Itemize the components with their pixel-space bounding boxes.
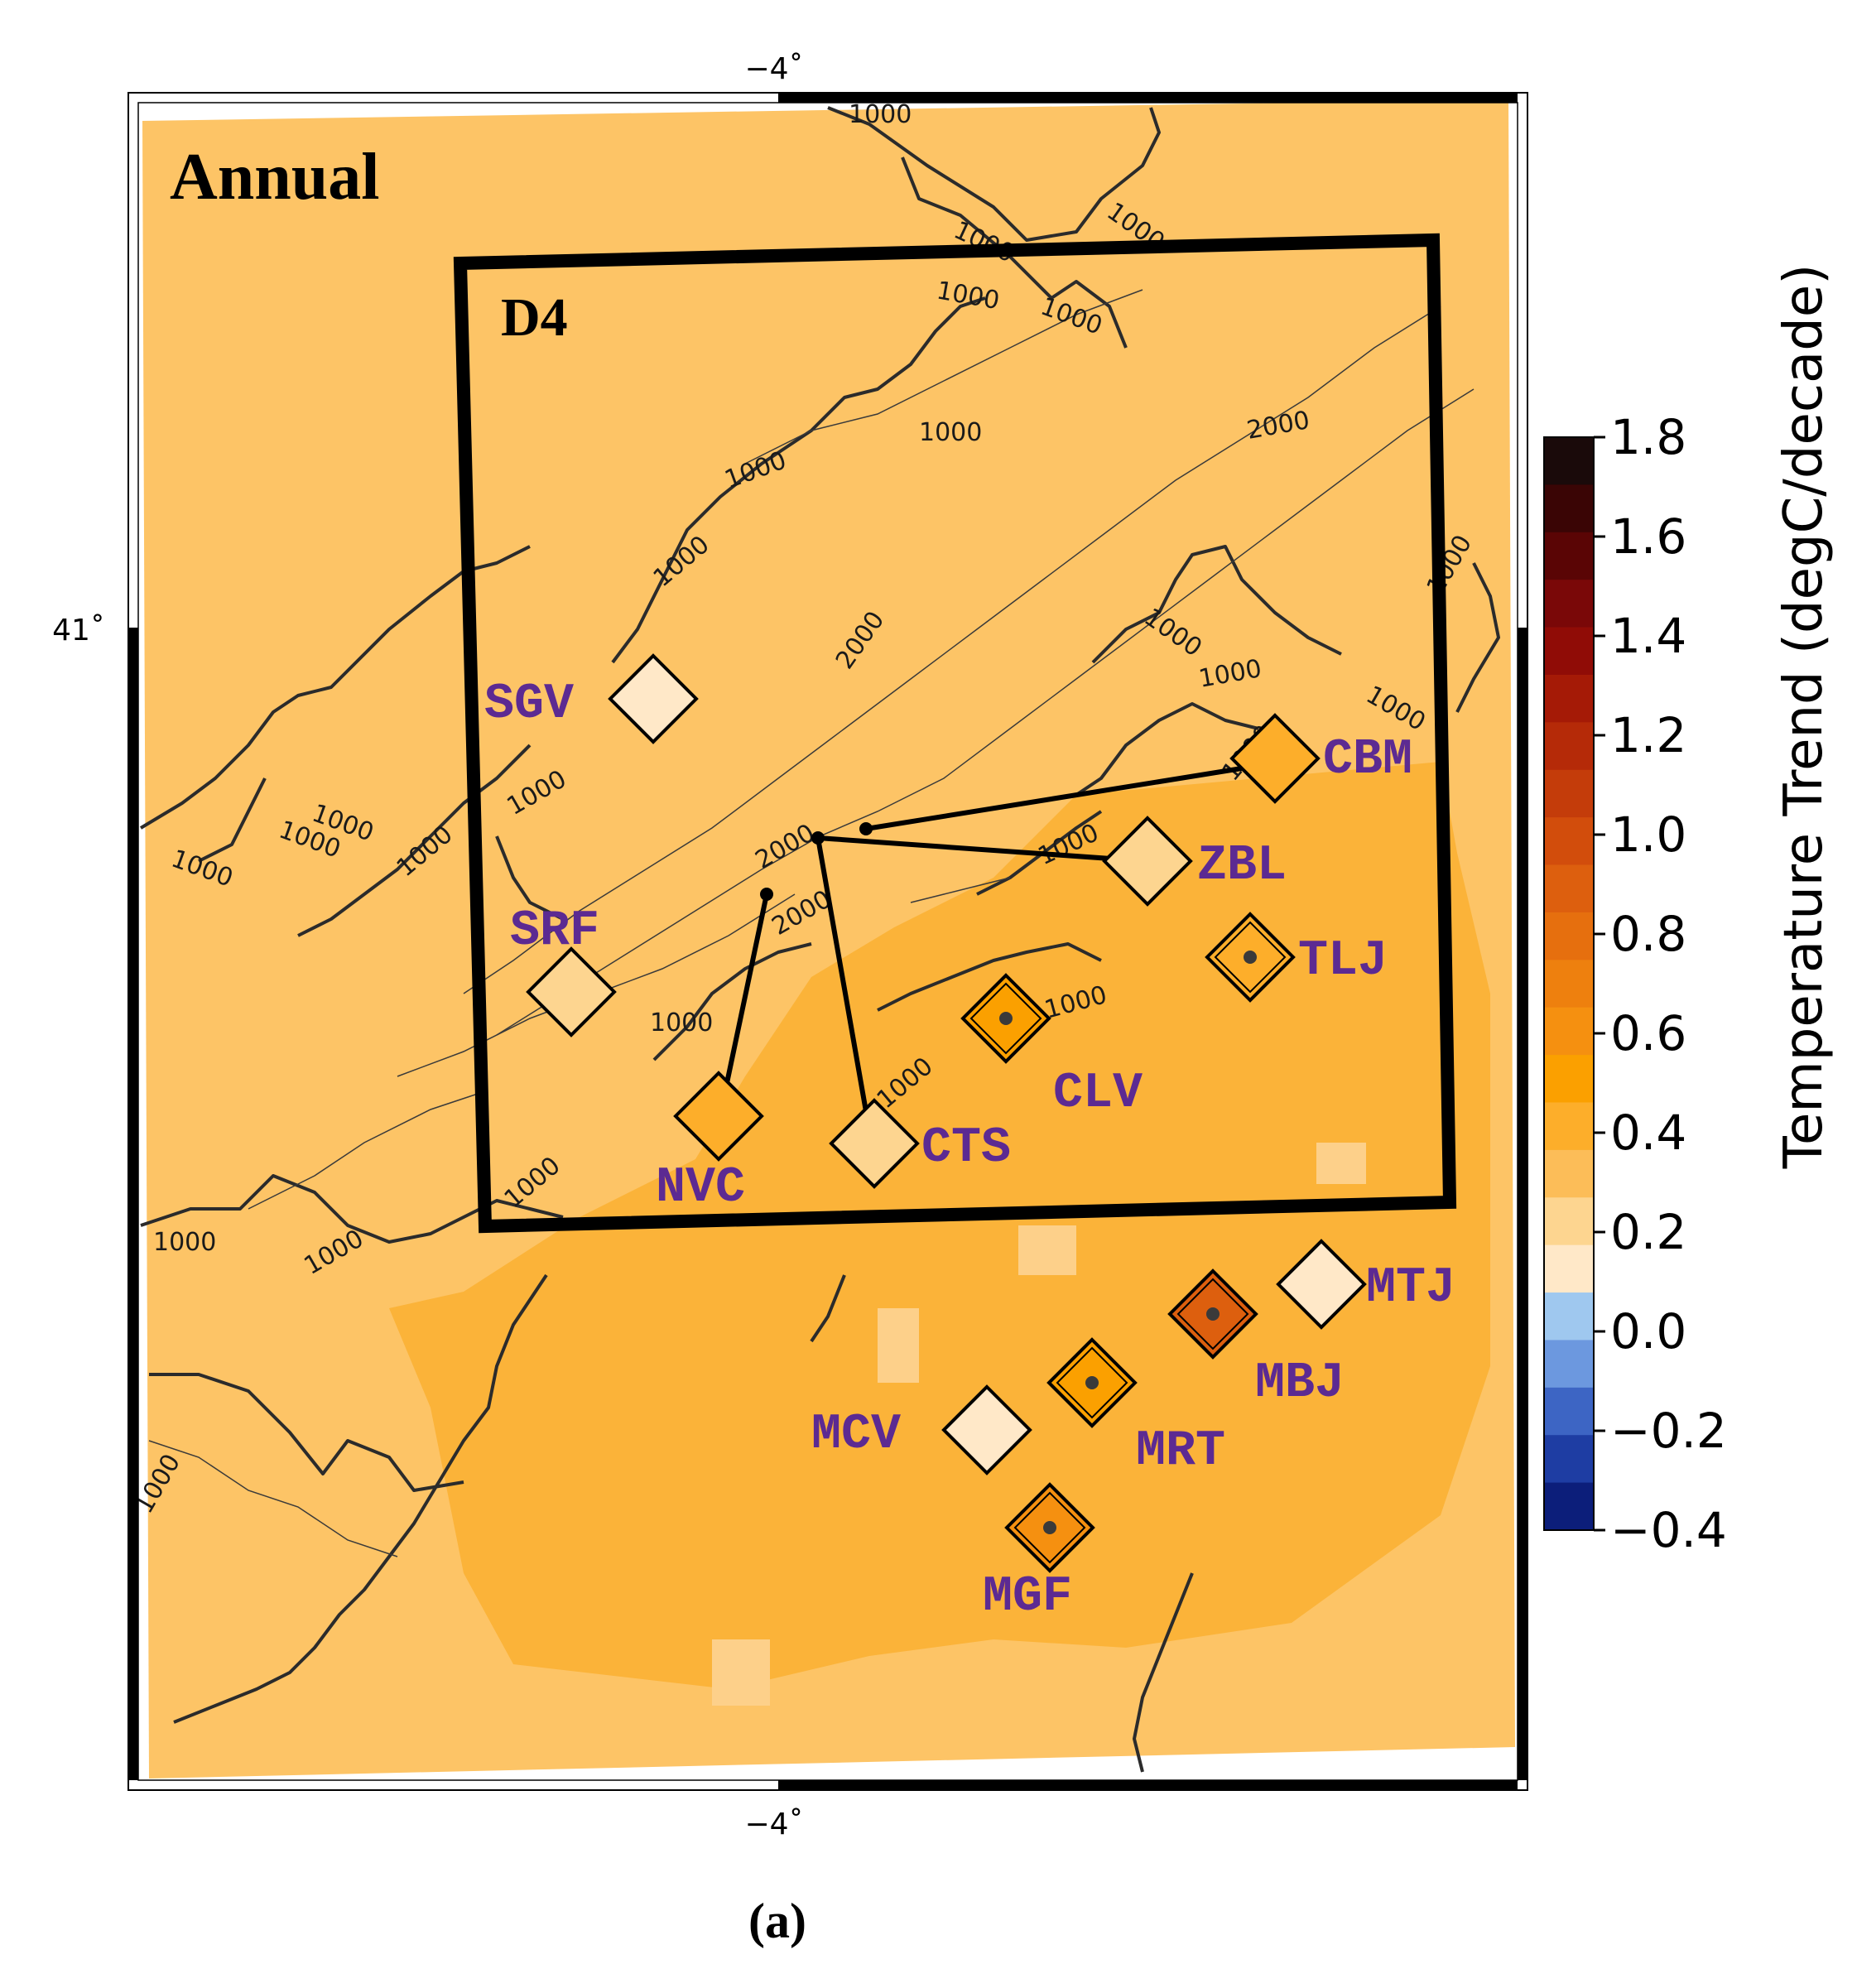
connector-dot <box>859 822 873 835</box>
figure-caption: (a) <box>748 1894 806 1948</box>
colorbar-segment <box>1544 484 1594 533</box>
colorbar-tick-label: 0.0 <box>1610 1303 1686 1360</box>
colorbar-segment <box>1544 722 1594 771</box>
warm-trend-region <box>389 762 1490 1689</box>
station-label-zbl: ZBL <box>1197 838 1287 894</box>
colorbar-segment <box>1544 1055 1594 1103</box>
colorbar-segment <box>1544 1482 1594 1531</box>
station-label-sgv: SGV <box>484 676 574 733</box>
colorbar-tick-label: 0.8 <box>1610 906 1686 962</box>
connector-line <box>724 893 769 1084</box>
station-marker-sgv <box>608 653 699 744</box>
station-label-srf: SRF <box>510 903 599 960</box>
colorbar-segment <box>1544 1387 1594 1436</box>
colorbar-label: Temperature Trend (degC/decade) <box>1773 264 1835 1169</box>
station-label-clv: CLV <box>1053 1066 1143 1122</box>
station-label-mcv: MCV <box>811 1407 901 1463</box>
colorbar-tick-label: 0.4 <box>1610 1105 1686 1161</box>
station-significance-dot <box>999 1012 1013 1025</box>
station-connectors <box>724 761 1273 1117</box>
colorbar-segment <box>1544 817 1594 866</box>
station-label-tlj: TLJ <box>1298 933 1388 989</box>
colorbar-tick-label: 0.2 <box>1610 1204 1686 1260</box>
colorbar-tick-label: 1.8 <box>1610 409 1686 465</box>
colorbar-tick-label: −0.4 <box>1610 1502 1727 1558</box>
colorbar-segment <box>1544 580 1594 628</box>
station-significance-dot <box>1206 1307 1220 1321</box>
map-panel: 1000 1000 1000 1000 1000 1000 1000 1000 … <box>127 92 1528 1791</box>
station-significance-ring <box>1056 1346 1128 1419</box>
colorbar-segment <box>1544 1102 1594 1151</box>
station-label-mtj: MTJ <box>1366 1260 1455 1317</box>
station-significance-ring <box>1013 1491 1086 1564</box>
lon-tick-top: −4˚ <box>744 52 803 86</box>
station-significance-dot <box>1085 1376 1099 1389</box>
colorbar-segment <box>1544 960 1594 1008</box>
colorbar-segment <box>1544 627 1594 676</box>
station-marker-cts <box>829 1098 920 1189</box>
lon-tick-bottom: −4˚ <box>744 1807 803 1841</box>
colorbar-tick-label: 1.6 <box>1610 508 1686 565</box>
connector-endpoints <box>760 822 873 901</box>
colorbar-tick-label: 1.0 <box>1610 806 1686 863</box>
contour-label: 1000 <box>919 418 982 447</box>
station-marker-srf <box>526 946 617 1037</box>
station-marker-zbl <box>1102 816 1193 907</box>
station-label-mrt: MRT <box>1136 1423 1225 1480</box>
contour-label: 1000 <box>153 1228 216 1257</box>
station-label-nvc: NVC <box>656 1160 745 1216</box>
map-title: Annual <box>170 141 379 214</box>
colorbar-tick-label: −0.2 <box>1610 1403 1727 1459</box>
colorbar-segment <box>1544 674 1594 723</box>
contour-label: 1000 <box>849 100 912 129</box>
colorbar-segment <box>1544 769 1594 818</box>
connector-line <box>815 837 869 1117</box>
contour-label: 1000 <box>650 1008 713 1037</box>
station-marker-nvc <box>673 1071 764 1162</box>
station-significance-dot <box>1244 951 1257 964</box>
station-marker-mtj <box>1276 1239 1367 1330</box>
colorbar-segment <box>1544 532 1594 580</box>
station-marker-cbm <box>1229 713 1321 804</box>
map-frame <box>127 92 1528 1791</box>
station-significance-ring <box>969 982 1042 1055</box>
colorbar-segment <box>1544 437 1594 485</box>
contour-2000m <box>148 289 1475 1557</box>
colorbar-segment <box>1544 1244 1594 1293</box>
connector-dot <box>811 831 825 845</box>
colorbar-segment <box>1544 912 1594 960</box>
station-marker-mcv <box>941 1384 1032 1475</box>
colorbar-tick-label: 1.2 <box>1610 707 1686 763</box>
colorbar: 1.8 1.6 1.4 1.2 1.0 0.8 0.6 0.4 0.2 0.0 −0.2 −0.4 <box>1543 409 1727 1558</box>
lat-tick: 41˚ <box>52 614 105 647</box>
station-label-cts: CTS <box>921 1120 1011 1177</box>
connector-dot <box>760 888 773 901</box>
colorbar-segment <box>1544 1340 1594 1389</box>
colorbar-segment <box>1544 1435 1594 1484</box>
domain-label: D4 <box>501 287 568 348</box>
colorbar-segment <box>1544 1149 1594 1198</box>
colorbar-tick-label: 0.6 <box>1610 1005 1686 1061</box>
colorbar-segment <box>1544 1007 1594 1056</box>
d4-domain-box <box>453 233 1457 1234</box>
stations-layer: SGV CBM ZBL SRF TLJ CLV NVC CTS MTJ MBJ MRT MCV MGF <box>484 653 1455 1625</box>
colorbar-border <box>1543 436 1595 1531</box>
station-label-mgf: MGF <box>983 1569 1072 1625</box>
station-significance-dot <box>1043 1521 1056 1534</box>
colorbar-segment <box>1544 1292 1594 1341</box>
station-significance-ring <box>1176 1278 1249 1350</box>
station-label-cbm: CBM <box>1323 732 1412 788</box>
colorbar-segment <box>1544 1197 1594 1246</box>
connector-line <box>817 835 1147 864</box>
colorbar-tick-label: 1.4 <box>1610 608 1686 664</box>
colorbar-segment <box>1544 864 1594 913</box>
station-label-mbj: MBJ <box>1255 1355 1345 1412</box>
station-significance-ring <box>1214 921 1287 994</box>
connector-line <box>865 761 1273 831</box>
